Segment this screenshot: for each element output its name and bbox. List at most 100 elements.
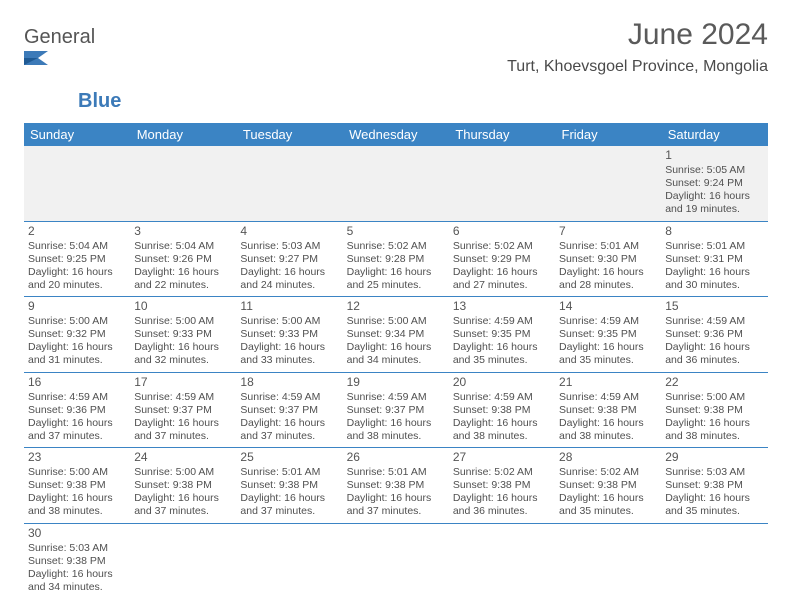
day-info: Sunrise: 5:00 AMSunset: 9:33 PMDaylight:…: [240, 315, 338, 368]
day-number: 9: [28, 299, 126, 314]
calendar-day-cell: 10Sunrise: 5:00 AMSunset: 9:33 PMDayligh…: [130, 297, 236, 373]
title-block: June 2024 Turt, Khoevsgoel Province, Mon…: [507, 18, 768, 76]
day-number: 14: [559, 299, 657, 314]
calendar-day-cell: 19Sunrise: 4:59 AMSunset: 9:37 PMDayligh…: [343, 372, 449, 448]
calendar-day-cell: 18Sunrise: 4:59 AMSunset: 9:37 PMDayligh…: [236, 372, 342, 448]
calendar-empty-cell: [343, 146, 449, 221]
day-info: Sunrise: 5:00 AMSunset: 9:33 PMDaylight:…: [134, 315, 232, 368]
day-number: 30: [28, 526, 126, 541]
day-number: 6: [453, 224, 551, 239]
day-info: Sunrise: 5:02 AMSunset: 9:38 PMDaylight:…: [559, 466, 657, 519]
day-info: Sunrise: 5:01 AMSunset: 9:38 PMDaylight:…: [240, 466, 338, 519]
day-info: Sunrise: 5:02 AMSunset: 9:29 PMDaylight:…: [453, 240, 551, 293]
calendar-empty-cell: [661, 523, 767, 598]
day-info: Sunrise: 5:00 AMSunset: 9:38 PMDaylight:…: [28, 466, 126, 519]
calendar-week: 23Sunrise: 5:00 AMSunset: 9:38 PMDayligh…: [24, 448, 768, 524]
day-info: Sunrise: 4:59 AMSunset: 9:37 PMDaylight:…: [134, 391, 232, 444]
brand-name-1: General: [24, 26, 95, 48]
day-info: Sunrise: 5:03 AMSunset: 9:38 PMDaylight:…: [28, 542, 126, 595]
calendar-day-cell: 3Sunrise: 5:04 AMSunset: 9:26 PMDaylight…: [130, 221, 236, 297]
day-number: 21: [559, 375, 657, 390]
calendar-week: 30Sunrise: 5:03 AMSunset: 9:38 PMDayligh…: [24, 523, 768, 598]
calendar-day-cell: 25Sunrise: 5:01 AMSunset: 9:38 PMDayligh…: [236, 448, 342, 524]
day-info: Sunrise: 5:00 AMSunset: 9:38 PMDaylight:…: [134, 466, 232, 519]
day-number: 19: [347, 375, 445, 390]
day-info: Sunrise: 5:04 AMSunset: 9:25 PMDaylight:…: [28, 240, 126, 293]
calendar-empty-cell: [555, 523, 661, 598]
brand-name: General Blue: [24, 26, 121, 113]
calendar-day-cell: 8Sunrise: 5:01 AMSunset: 9:31 PMDaylight…: [661, 221, 767, 297]
day-number: 1: [665, 148, 763, 163]
day-info: Sunrise: 5:01 AMSunset: 9:31 PMDaylight:…: [665, 240, 763, 293]
day-number: 24: [134, 450, 232, 465]
calendar-day-cell: 20Sunrise: 4:59 AMSunset: 9:38 PMDayligh…: [449, 372, 555, 448]
calendar-day-cell: 1Sunrise: 5:05 AMSunset: 9:24 PMDaylight…: [661, 146, 767, 221]
calendar-empty-cell: [555, 146, 661, 221]
day-info: Sunrise: 4:59 AMSunset: 9:37 PMDaylight:…: [347, 391, 445, 444]
day-info: Sunrise: 5:02 AMSunset: 9:28 PMDaylight:…: [347, 240, 445, 293]
calendar-day-cell: 2Sunrise: 5:04 AMSunset: 9:25 PMDaylight…: [24, 221, 130, 297]
day-info: Sunrise: 5:00 AMSunset: 9:32 PMDaylight:…: [28, 315, 126, 368]
day-number: 7: [559, 224, 657, 239]
day-header: Friday: [555, 123, 661, 146]
day-number: 25: [240, 450, 338, 465]
day-number: 10: [134, 299, 232, 314]
brand-name-2: Blue: [78, 90, 121, 112]
day-number: 17: [134, 375, 232, 390]
calendar-day-cell: 28Sunrise: 5:02 AMSunset: 9:38 PMDayligh…: [555, 448, 661, 524]
day-info: Sunrise: 4:59 AMSunset: 9:36 PMDaylight:…: [665, 315, 763, 368]
calendar-day-cell: 15Sunrise: 4:59 AMSunset: 9:36 PMDayligh…: [661, 297, 767, 373]
day-number: 12: [347, 299, 445, 314]
calendar-empty-cell: [449, 146, 555, 221]
day-info: Sunrise: 5:00 AMSunset: 9:34 PMDaylight:…: [347, 315, 445, 368]
day-info: Sunrise: 5:03 AMSunset: 9:38 PMDaylight:…: [665, 466, 763, 519]
day-number: 15: [665, 299, 763, 314]
calendar-day-cell: 21Sunrise: 4:59 AMSunset: 9:38 PMDayligh…: [555, 372, 661, 448]
day-number: 29: [665, 450, 763, 465]
calendar-day-cell: 24Sunrise: 5:00 AMSunset: 9:38 PMDayligh…: [130, 448, 236, 524]
calendar-day-cell: 16Sunrise: 4:59 AMSunset: 9:36 PMDayligh…: [24, 372, 130, 448]
day-info: Sunrise: 5:00 AMSunset: 9:38 PMDaylight:…: [665, 391, 763, 444]
day-info: Sunrise: 5:05 AMSunset: 9:24 PMDaylight:…: [665, 164, 763, 217]
day-header: Wednesday: [343, 123, 449, 146]
calendar-day-cell: 9Sunrise: 5:00 AMSunset: 9:32 PMDaylight…: [24, 297, 130, 373]
day-number: 4: [240, 224, 338, 239]
calendar-table: SundayMondayTuesdayWednesdayThursdayFrid…: [24, 123, 768, 598]
day-number: 5: [347, 224, 445, 239]
calendar-day-cell: 5Sunrise: 5:02 AMSunset: 9:28 PMDaylight…: [343, 221, 449, 297]
day-info: Sunrise: 5:02 AMSunset: 9:38 PMDaylight:…: [453, 466, 551, 519]
day-number: 27: [453, 450, 551, 465]
calendar-empty-cell: [130, 146, 236, 221]
day-number: 23: [28, 450, 126, 465]
day-info: Sunrise: 5:04 AMSunset: 9:26 PMDaylight:…: [134, 240, 232, 293]
flag-icon: [24, 49, 121, 67]
day-number: 8: [665, 224, 763, 239]
day-number: 20: [453, 375, 551, 390]
calendar-header-row: SundayMondayTuesdayWednesdayThursdayFrid…: [24, 123, 768, 146]
calendar-week: 16Sunrise: 4:59 AMSunset: 9:36 PMDayligh…: [24, 372, 768, 448]
day-info: Sunrise: 4:59 AMSunset: 9:37 PMDaylight:…: [240, 391, 338, 444]
day-number: 26: [347, 450, 445, 465]
calendar-day-cell: 29Sunrise: 5:03 AMSunset: 9:38 PMDayligh…: [661, 448, 767, 524]
day-info: Sunrise: 4:59 AMSunset: 9:38 PMDaylight:…: [559, 391, 657, 444]
calendar-day-cell: 12Sunrise: 5:00 AMSunset: 9:34 PMDayligh…: [343, 297, 449, 373]
calendar-day-cell: 26Sunrise: 5:01 AMSunset: 9:38 PMDayligh…: [343, 448, 449, 524]
day-info: Sunrise: 5:03 AMSunset: 9:27 PMDaylight:…: [240, 240, 338, 293]
calendar-day-cell: 7Sunrise: 5:01 AMSunset: 9:30 PMDaylight…: [555, 221, 661, 297]
calendar-day-cell: 6Sunrise: 5:02 AMSunset: 9:29 PMDaylight…: [449, 221, 555, 297]
day-header: Monday: [130, 123, 236, 146]
day-number: 18: [240, 375, 338, 390]
day-info: Sunrise: 4:59 AMSunset: 9:35 PMDaylight:…: [559, 315, 657, 368]
calendar-day-cell: 14Sunrise: 4:59 AMSunset: 9:35 PMDayligh…: [555, 297, 661, 373]
calendar-week: 2Sunrise: 5:04 AMSunset: 9:25 PMDaylight…: [24, 221, 768, 297]
calendar-empty-cell: [236, 146, 342, 221]
location-text: Turt, Khoevsgoel Province, Mongolia: [507, 58, 768, 76]
day-header: Thursday: [449, 123, 555, 146]
day-info: Sunrise: 5:01 AMSunset: 9:38 PMDaylight:…: [347, 466, 445, 519]
calendar-day-cell: 13Sunrise: 4:59 AMSunset: 9:35 PMDayligh…: [449, 297, 555, 373]
day-header: Tuesday: [236, 123, 342, 146]
calendar-day-cell: 23Sunrise: 5:00 AMSunset: 9:38 PMDayligh…: [24, 448, 130, 524]
day-info: Sunrise: 4:59 AMSunset: 9:35 PMDaylight:…: [453, 315, 551, 368]
calendar-day-cell: 17Sunrise: 4:59 AMSunset: 9:37 PMDayligh…: [130, 372, 236, 448]
calendar-empty-cell: [449, 523, 555, 598]
